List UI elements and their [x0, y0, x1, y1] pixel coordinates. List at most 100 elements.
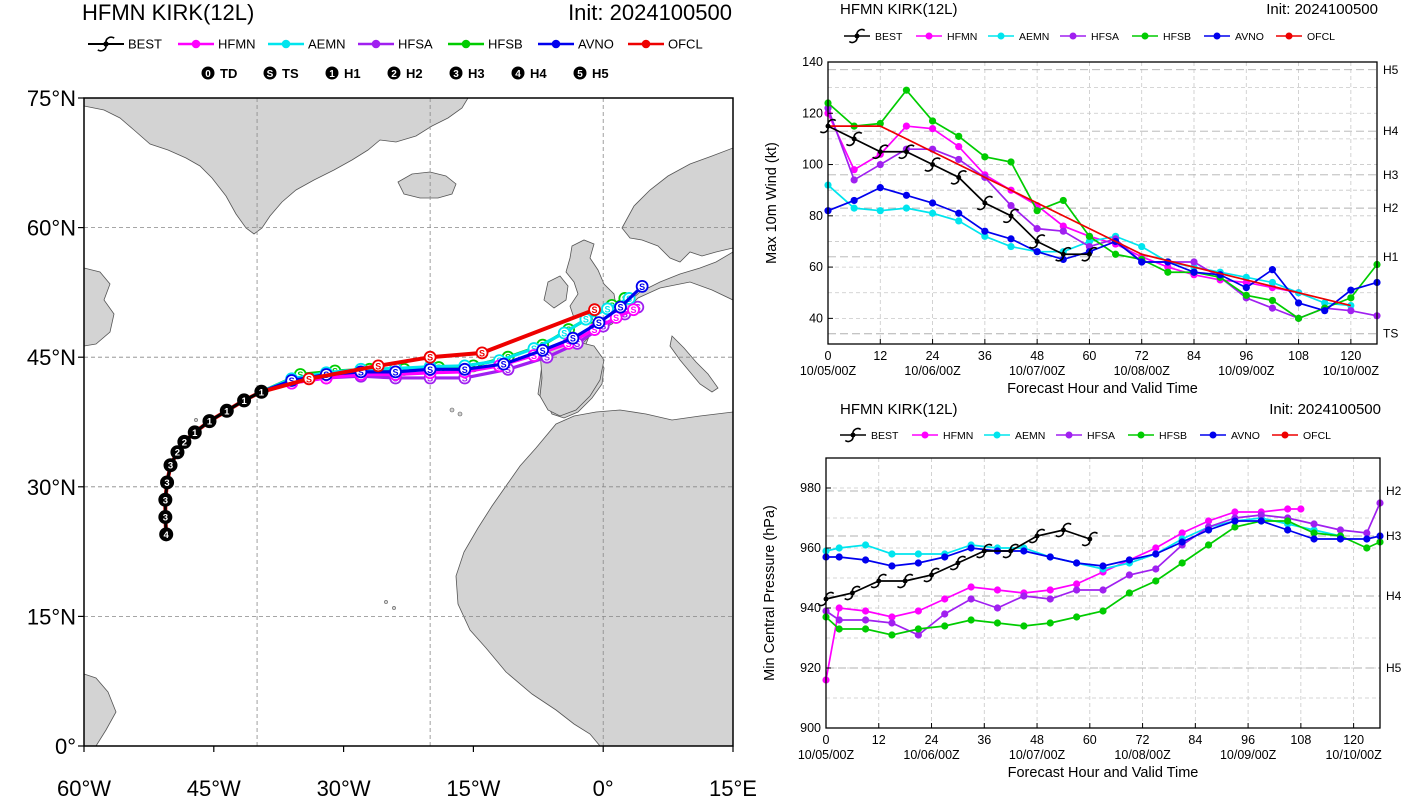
legend-label-ofcl: OFCL — [668, 37, 703, 52]
chart-x-tick-label: 12 — [873, 349, 887, 363]
chart-point-aemn — [955, 217, 963, 225]
newfoundland-land — [84, 267, 115, 347]
map-lat-label: 60°N — [27, 216, 76, 241]
chart-category-label: H3 — [1383, 168, 1399, 182]
track-position-marker — [371, 359, 385, 373]
chart-legend-best-symbol — [844, 427, 862, 443]
chart-point-best — [845, 131, 863, 147]
legend-marker-ofcl — [641, 39, 651, 49]
pressure-chart-title: HFMN KIRK(12L) — [840, 401, 958, 418]
hurricane-symbol-eye — [955, 560, 961, 566]
track-position-marker — [635, 279, 649, 293]
chart-point-hfmn — [1178, 529, 1186, 537]
chart-x-tick-label: 96 — [1241, 733, 1255, 747]
chart-point-hfsb — [1046, 619, 1054, 627]
track-position-glyph: S — [462, 373, 468, 383]
chart-point-hfsb — [1242, 291, 1250, 299]
chart-point-avno — [1363, 535, 1371, 543]
hurricane-symbol-eye — [876, 578, 882, 584]
chart-frame — [827, 61, 1378, 345]
intensity-key-label: H2 — [406, 66, 423, 81]
chart-point-hfsb — [928, 117, 937, 125]
track-position-marker — [627, 303, 640, 317]
hurricane-symbol-eye — [956, 174, 962, 180]
chart-point-best — [872, 144, 889, 159]
chart-point-hfsa — [850, 176, 858, 184]
legend-label-hfsa: HFSA — [398, 37, 433, 52]
chart-x-tick-label: 24 — [926, 349, 940, 363]
map-legend-entry: AVNO — [538, 37, 614, 52]
chart-legend-label-ofcl: OFCL — [1303, 430, 1331, 442]
chart-point-hfsb — [1363, 544, 1371, 552]
track-position-glyph: S — [570, 334, 576, 344]
legend-marker-avno — [551, 39, 561, 49]
track-position-glyph: S — [462, 365, 468, 375]
chart-point-hfsa — [1336, 526, 1345, 534]
chart-date-label: 10/10/00Z — [1325, 748, 1382, 762]
chart-x-tick-label: 84 — [1188, 733, 1202, 747]
chart-legend-entry: HFSB — [1128, 430, 1187, 442]
chart-y-axis-title: Min Central Pressure (hPa) — [762, 505, 778, 681]
chart-x-tick-label: 108 — [1290, 733, 1311, 747]
chart-point-best — [1055, 522, 1072, 538]
chart-point-hfsb — [1073, 613, 1081, 621]
chart-point-best — [924, 157, 941, 172]
track-position-glyph: S — [289, 376, 295, 386]
chart-series-line-avno — [826, 520, 1381, 567]
chart-date-label: 10/09/00Z — [1218, 364, 1275, 378]
chart-point-avno — [902, 191, 911, 199]
hurricane-symbol-eye — [849, 590, 855, 596]
chart-point-best — [949, 555, 967, 571]
legend-label-best: BEST — [128, 37, 162, 52]
hurricane-symbol-eye — [902, 578, 908, 584]
chart-point-best — [1028, 234, 1046, 249]
chart-point-hfsb — [902, 86, 911, 94]
track-position-marker — [614, 300, 627, 314]
track-position-glyph: S — [427, 365, 433, 375]
chart-date-label: 10/05/00Z — [798, 748, 855, 762]
map-lon-label: 0° — [593, 776, 614, 800]
map-legend-entry: HFSA — [358, 37, 433, 52]
legend-marker-hfsa — [371, 39, 381, 49]
chart-legend-marker-hfmn — [921, 431, 929, 439]
chart-point-avno — [1310, 535, 1318, 543]
wind-chart-init-label: Init: 2024100500 — [1266, 1, 1378, 18]
chart-point-avno — [1347, 286, 1355, 294]
track-position-glyph: S — [358, 367, 364, 377]
chart-point-avno — [1046, 553, 1054, 561]
chart-x-tick-label: 120 — [1340, 349, 1361, 363]
legend-label-aemn: AEMN — [308, 37, 346, 52]
track-position-glyph: S — [574, 339, 580, 349]
chart-point-hfsb — [1294, 314, 1303, 322]
track-position-marker — [458, 362, 472, 376]
chart-legend-entry: HFSA — [1060, 31, 1119, 43]
chart-point-avno — [1020, 547, 1028, 555]
hurricane-symbol-eye — [1008, 548, 1014, 554]
chart-point-avno — [1099, 562, 1107, 570]
chart-point-hfsa — [1059, 227, 1067, 235]
chart-legend-label-hfsa: HFSA — [1091, 31, 1119, 43]
track-position-glyph: S — [617, 303, 623, 313]
hurricane-symbol-eye — [929, 572, 934, 578]
track-position-glyph: S — [479, 348, 485, 358]
chart-y-tick-label: 980 — [800, 481, 821, 495]
track-position-glyph: S — [393, 367, 399, 377]
chart-point-hfmn — [1284, 505, 1292, 513]
chart-point-best — [844, 585, 861, 601]
chart-point-hfmn — [1204, 517, 1213, 525]
chart-legend-label-hfmn: HFMN — [943, 430, 973, 442]
chart-x-tick-label: 72 — [1136, 733, 1150, 747]
track-position-glyph: S — [639, 282, 645, 292]
best-track-position — [254, 384, 269, 399]
intensity-key-label: H5 — [592, 66, 609, 81]
chart-point-hfmn — [955, 143, 963, 151]
chart-point-hfsb — [981, 153, 989, 161]
chart-point-avno — [914, 559, 922, 567]
chart-point-avno — [1007, 235, 1015, 243]
map-legend-entry: HFMN — [178, 37, 256, 52]
chart-point-hfsb — [914, 625, 922, 633]
legend-marker-hfsb — [461, 39, 471, 49]
chart-legend-entry: AEMN — [984, 430, 1045, 442]
chart-point-avno — [850, 196, 858, 205]
chart-legend-label-hfsb: HFSB — [1163, 31, 1191, 43]
